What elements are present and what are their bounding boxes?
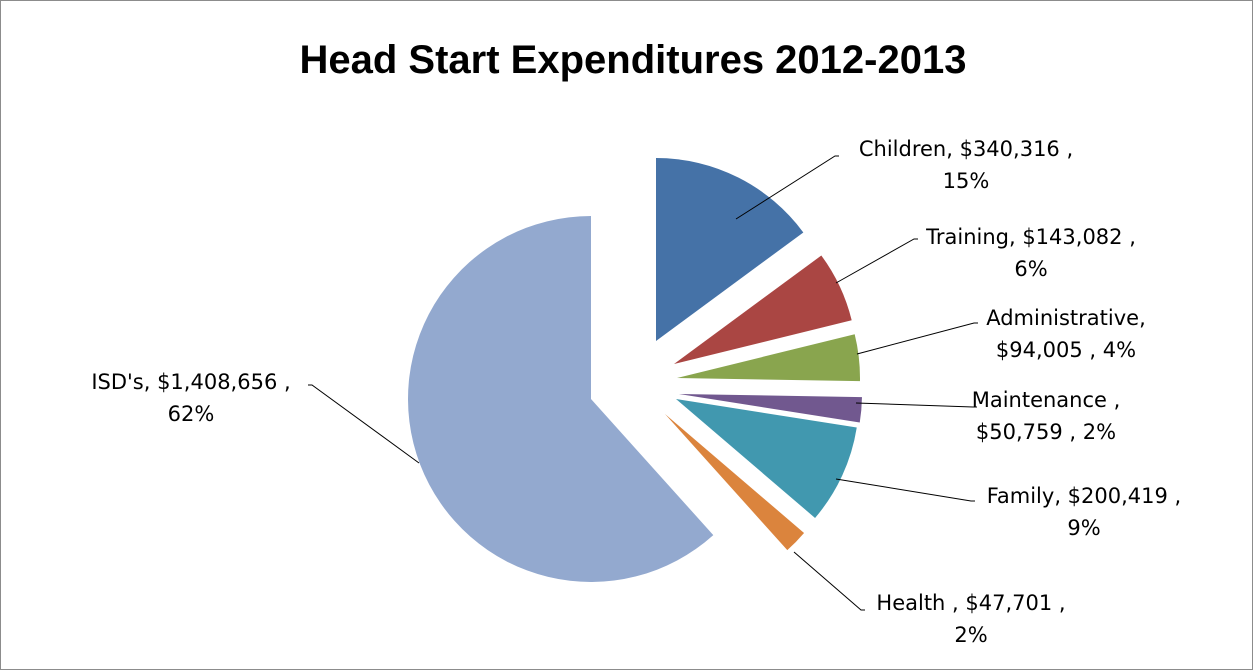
pie-slice-isd-s bbox=[408, 216, 714, 583]
leader-line bbox=[856, 322, 978, 355]
data-label-line-2: 2% bbox=[954, 623, 987, 647]
data-label-line-2: $94,005 , 4% bbox=[996, 338, 1136, 362]
pie-slices bbox=[408, 158, 862, 583]
chart-title: Head Start Expenditures 2012-2013 bbox=[300, 38, 967, 82]
pie-slice-administrative bbox=[677, 334, 860, 382]
data-label-line-1: Maintenance , bbox=[972, 388, 1121, 412]
data-label-line-2: $50,759 , 2% bbox=[976, 420, 1116, 444]
pie-slice-training bbox=[674, 255, 852, 364]
leader-line bbox=[308, 384, 420, 464]
pie-slice-family bbox=[676, 399, 857, 518]
leader-line bbox=[735, 155, 839, 220]
data-label-line-1: ISD's, $1,408,656 , bbox=[91, 370, 290, 394]
pie-slice-health bbox=[665, 414, 805, 551]
data-label-line-2: 9% bbox=[1067, 516, 1100, 540]
pie-slice-children bbox=[656, 158, 804, 341]
leader-line bbox=[855, 402, 977, 408]
leader-line bbox=[835, 478, 975, 502]
data-label-line-1: Health , $47,701 , bbox=[876, 591, 1065, 615]
leader-lines bbox=[308, 155, 978, 611]
data-label-line-2: 15% bbox=[943, 169, 990, 193]
data-label-line-2: 62% bbox=[168, 402, 215, 426]
leader-line bbox=[835, 238, 918, 284]
leader-line bbox=[793, 551, 865, 611]
data-label-line-1: Training, $143,082 , bbox=[925, 225, 1136, 249]
data-label-line-1: Family, $200,419 , bbox=[987, 484, 1181, 508]
pie-slice-maintenance bbox=[679, 394, 862, 423]
data-label-line-2: 6% bbox=[1014, 257, 1047, 281]
data-label-line-1: Children, $340,316 , bbox=[859, 137, 1073, 161]
data-label-line-1: Administrative, bbox=[986, 306, 1146, 330]
data-labels: Children, $340,316 , 15% Training, $143,08… bbox=[91, 137, 1181, 647]
